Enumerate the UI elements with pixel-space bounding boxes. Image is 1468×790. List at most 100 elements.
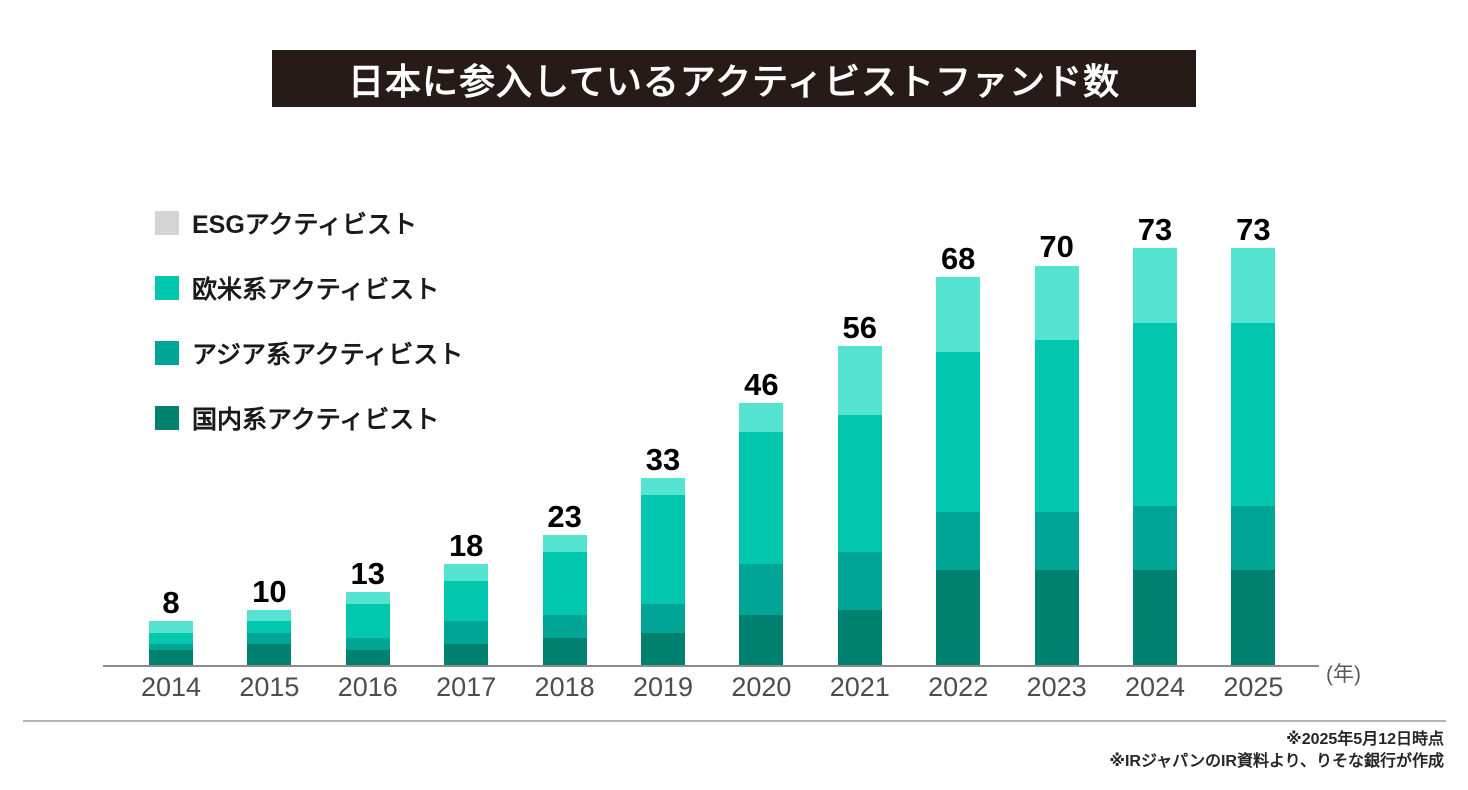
bar-segment: [542, 615, 587, 639]
bar-segment: [641, 632, 685, 667]
bar-total-label: 73: [1137, 212, 1173, 248]
bar-total-label: 73: [1236, 212, 1271, 248]
bar-segment: [936, 512, 981, 570]
bar-segment: [247, 621, 292, 633]
chart-title-text: 日本に参入しているアクティビストファンド数: [348, 60, 1120, 102]
bar-2025: 73 2025: [1223, 214, 1283, 700]
bar-segment: [1133, 322, 1177, 507]
bar-segment: [247, 609, 292, 622]
bar-segment: [739, 431, 784, 564]
bar-total-label: 8: [162, 585, 180, 621]
bar-segment: [1231, 569, 1276, 667]
bar-total-label: 70: [1039, 229, 1074, 265]
bar-2023: 70 2023: [1027, 231, 1087, 700]
bar-segment: [936, 351, 981, 513]
bar-segment: [247, 632, 292, 645]
x-axis-unit-label: (年): [1326, 663, 1361, 686]
bar-2020: 46 2020: [731, 369, 791, 700]
bar-segment: [641, 494, 685, 604]
bar-segment: [1231, 322, 1276, 507]
legend-swatch-domestic: [155, 406, 179, 430]
bar-segment: [837, 414, 882, 553]
legend-label-western: 欧米系アクティビスト: [192, 276, 440, 304]
legend-item-western: 欧米系アクティビスト: [155, 270, 463, 306]
axis-year-label: 2017: [436, 672, 497, 702]
bar-total-label: 10: [252, 573, 287, 609]
axis-year-label: 2022: [928, 672, 989, 702]
bar-2017: 18 2017: [436, 530, 496, 701]
bar-segment: [345, 649, 390, 667]
legend-label-asian: アジア系アクティビスト: [192, 341, 464, 369]
axis-year-label: 2018: [534, 672, 595, 702]
legend-label-domestic: 国内系アクティビスト: [192, 406, 440, 434]
legend-item-esg: ESGアクティビスト: [155, 205, 463, 241]
bar-2021: 56 2021: [830, 312, 890, 701]
legend-swatch-esg: [155, 211, 179, 235]
bar-segment: [444, 621, 489, 645]
footer-divider: [23, 720, 1446, 722]
bar-segment: [739, 403, 784, 432]
bar-segment: [345, 603, 390, 639]
legend-label-esg: ESGアクティビスト: [192, 211, 418, 239]
legend-item-asian: アジア系アクティビスト: [155, 335, 463, 371]
bar-2022: 68 2022: [928, 243, 988, 701]
bar-2016: 13 2016: [338, 558, 398, 700]
bar-total-label: 23: [547, 499, 582, 535]
bar-segment: [1133, 248, 1177, 323]
legend: ESGアクティビスト 欧米系アクティビスト アジア系アクティビスト 国内系アクテ…: [155, 205, 463, 436]
bar-2018: 23 2018: [535, 501, 595, 700]
bar-total-label: 68: [940, 240, 976, 276]
bar-total-label: 46: [744, 367, 779, 403]
bar-segment: [1034, 265, 1079, 341]
bar-segment: [641, 603, 685, 633]
bar-segment: [1133, 506, 1177, 570]
footer-note-date: ※2025年5月12日時点: [1286, 731, 1444, 748]
bar-total-label: 56: [842, 309, 878, 345]
bar-2015: 10 2015: [239, 576, 299, 701]
bar-segment: [739, 615, 784, 667]
bar-segment: [149, 632, 193, 645]
bar-segment: [1231, 506, 1276, 570]
bar-2014: 8 2014: [141, 587, 201, 700]
axis-year-label: 2019: [632, 672, 694, 702]
bar-segment: [641, 477, 685, 495]
bar-segment: [149, 621, 193, 633]
footer-notes: ※2025年5月12日時点 ※IRジャパンのIR資料より、りそな銀行が作成: [1109, 729, 1444, 773]
bar-segment: [1034, 512, 1079, 570]
bar-segment: [444, 580, 489, 622]
axis-year-label: 2016: [337, 672, 398, 702]
axis-year-label: 2023: [1026, 672, 1087, 702]
bar-segment: [1133, 569, 1177, 667]
axis-year-label: 2014: [140, 672, 202, 702]
chart-title: 日本に参入しているアクティビストファンド数: [272, 50, 1196, 107]
bar-segment: [1034, 569, 1079, 667]
bar-segment: [739, 563, 784, 616]
bar-segment: [542, 535, 587, 553]
axis-year-label: 2020: [731, 672, 792, 702]
bar-total-label: 33: [645, 441, 681, 477]
axis-year-label: 2015: [239, 672, 300, 702]
bar-segment: [1231, 248, 1276, 323]
bar-segment: [444, 563, 489, 581]
legend-swatch-asian: [155, 341, 179, 365]
x-axis-line: [103, 665, 1319, 667]
axis-year-label: 2025: [1223, 672, 1284, 702]
bar-segment: [345, 638, 390, 650]
bar-total-label: 13: [350, 556, 386, 592]
legend-item-domestic: 国内系アクティビスト: [155, 400, 463, 436]
bar-segment: [936, 276, 981, 352]
bar-segment: [345, 592, 390, 604]
bar-segment: [247, 644, 292, 667]
footer-note-source: ※IRジャパンのIR資料より、りそな銀行が作成: [1109, 753, 1444, 770]
bar-segment: [837, 609, 882, 667]
bar-segment: [542, 552, 587, 616]
bar-segment: [837, 552, 882, 610]
bar-2024: 73 2024: [1125, 214, 1185, 700]
bar-segment: [542, 638, 587, 667]
bar-segment: [1034, 340, 1079, 513]
bar-segment: [149, 649, 193, 667]
bar-total-label: 18: [448, 527, 484, 563]
bar-segment: [837, 345, 882, 415]
